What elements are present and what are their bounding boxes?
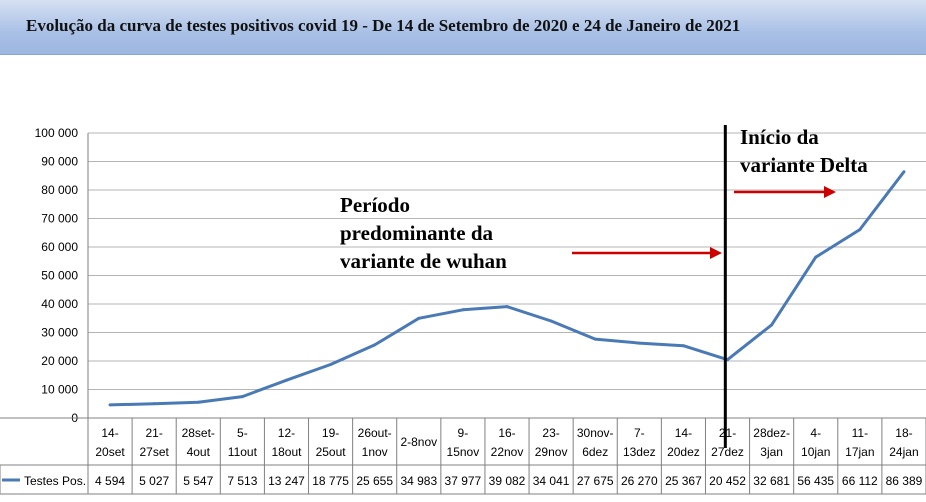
data-table-value: 37 977 (445, 474, 482, 488)
x-tick-label: 1nov (362, 445, 388, 459)
x-tick-label: 12- (278, 426, 295, 440)
data-table-value: 4 594 (95, 474, 125, 488)
y-tick-label: 100 000 (35, 126, 79, 140)
data-table-value: 27 675 (577, 474, 614, 488)
x-tick-label: 14- (675, 426, 692, 440)
y-tick-label: 40 000 (41, 297, 78, 311)
x-tick-label: 4out (187, 445, 211, 459)
x-tick-label: 24jan (889, 445, 918, 459)
data-table-value: 18 775 (312, 474, 349, 488)
y-tick-label: 20 000 (41, 354, 78, 368)
x-tick-label: 30nov- (577, 426, 614, 440)
y-tick-label: 70 000 (41, 212, 78, 226)
x-tick-label: 16- (498, 426, 515, 440)
x-tick-label: 20set (95, 445, 125, 459)
data-point (329, 362, 333, 366)
data-table-value: 66 112 (842, 474, 878, 488)
data-point (284, 378, 288, 382)
data-table-value: 5 027 (139, 474, 169, 488)
data-point (549, 319, 553, 323)
y-tick-label: 10 000 (41, 383, 78, 397)
data-point (108, 403, 112, 407)
data-point (814, 255, 818, 259)
annotation-delta-arrowhead (824, 186, 836, 198)
annotation-wuhan-text: variante de wuhan (340, 249, 507, 273)
y-tick-label: 90 000 (41, 155, 78, 169)
data-point (461, 308, 465, 312)
data-point (505, 305, 509, 309)
data-table-value: 32 681 (753, 474, 790, 488)
data-table-value: 25 655 (356, 474, 393, 488)
data-point (240, 395, 244, 399)
x-tick-label: 27set (139, 445, 169, 459)
x-tick-label: 21- (719, 426, 736, 440)
x-tick-label: 15nov (447, 445, 480, 459)
x-tick-label: 14- (101, 426, 118, 440)
data-point (417, 316, 421, 320)
data-table-value: 25 367 (665, 474, 702, 488)
x-tick-label: 4- (810, 426, 821, 440)
data-table-value: 34 041 (533, 474, 570, 488)
x-tick-label: 21- (145, 426, 162, 440)
series-line-testes-pos (110, 170, 906, 407)
x-tick-label: 26out- (358, 426, 392, 440)
y-tick-label: 60 000 (41, 240, 78, 254)
data-point (902, 170, 906, 174)
y-tick-label: 50 000 (41, 269, 78, 283)
data-point (152, 402, 156, 406)
data-table-value: 39 082 (489, 474, 526, 488)
annotation-wuhan-text: predominante da (340, 221, 494, 245)
data-point (681, 344, 685, 348)
x-tick-label: 20dez (667, 445, 700, 459)
x-tick-label: 11- (852, 426, 868, 440)
y-tick-label: 30 000 (41, 326, 78, 340)
data-point (770, 323, 774, 327)
x-tick-label: 28set- (182, 426, 215, 440)
annotation-delta-text: variante Delta (740, 153, 868, 177)
x-tick-label: 19- (322, 426, 339, 440)
x-tick-label: 28dez- (753, 426, 790, 440)
x-tick-label: 5- (237, 426, 248, 440)
x-tick-label: 3jan (760, 445, 783, 459)
data-point (196, 400, 200, 404)
x-tick-label: 29nov (535, 445, 568, 459)
data-table-value: 5 547 (183, 474, 213, 488)
data-table-value: 7 513 (227, 474, 257, 488)
x-tick-label: 13dez (623, 445, 656, 459)
x-tick-label: 17jan (845, 445, 874, 459)
x-tick-label: 18- (895, 426, 912, 440)
x-tick-label: 2-8nov (400, 435, 437, 449)
x-tick-label: 6dez (582, 445, 608, 459)
annotation-wuhan-arrowhead (710, 247, 722, 259)
data-point (858, 228, 862, 232)
y-tick-label: 80 000 (41, 183, 78, 197)
data-point (593, 337, 597, 341)
data-table-value: 86 389 (886, 474, 923, 488)
x-tick-label: 11out (228, 445, 258, 459)
data-table-value: 34 983 (400, 474, 437, 488)
data-table-value: 13 247 (268, 474, 305, 488)
x-tick-label: 18out (271, 445, 302, 459)
page-title: Evolução da curva de testes positivos co… (26, 16, 741, 35)
annotation-delta-text: Início da (740, 125, 819, 149)
data-point (637, 341, 641, 345)
x-tick-label: 10jan (801, 445, 830, 459)
legend-label: Testes Pos. (24, 474, 86, 488)
x-tick-label: 7- (634, 426, 645, 440)
x-tick-label: 9- (458, 426, 469, 440)
x-tick-label: 22nov (491, 445, 524, 459)
data-table-value: 56 435 (797, 474, 834, 488)
annotation-wuhan-text: Período (340, 193, 410, 217)
data-point (373, 343, 377, 347)
data-table-value: 26 270 (621, 474, 658, 488)
x-tick-label: 27dez (711, 445, 744, 459)
data-table-value: 20 452 (709, 474, 746, 488)
x-tick-label: 25out (316, 445, 347, 459)
title-banner: Evolução da curva de testes positivos co… (0, 0, 926, 55)
x-tick-label: 23- (542, 426, 559, 440)
